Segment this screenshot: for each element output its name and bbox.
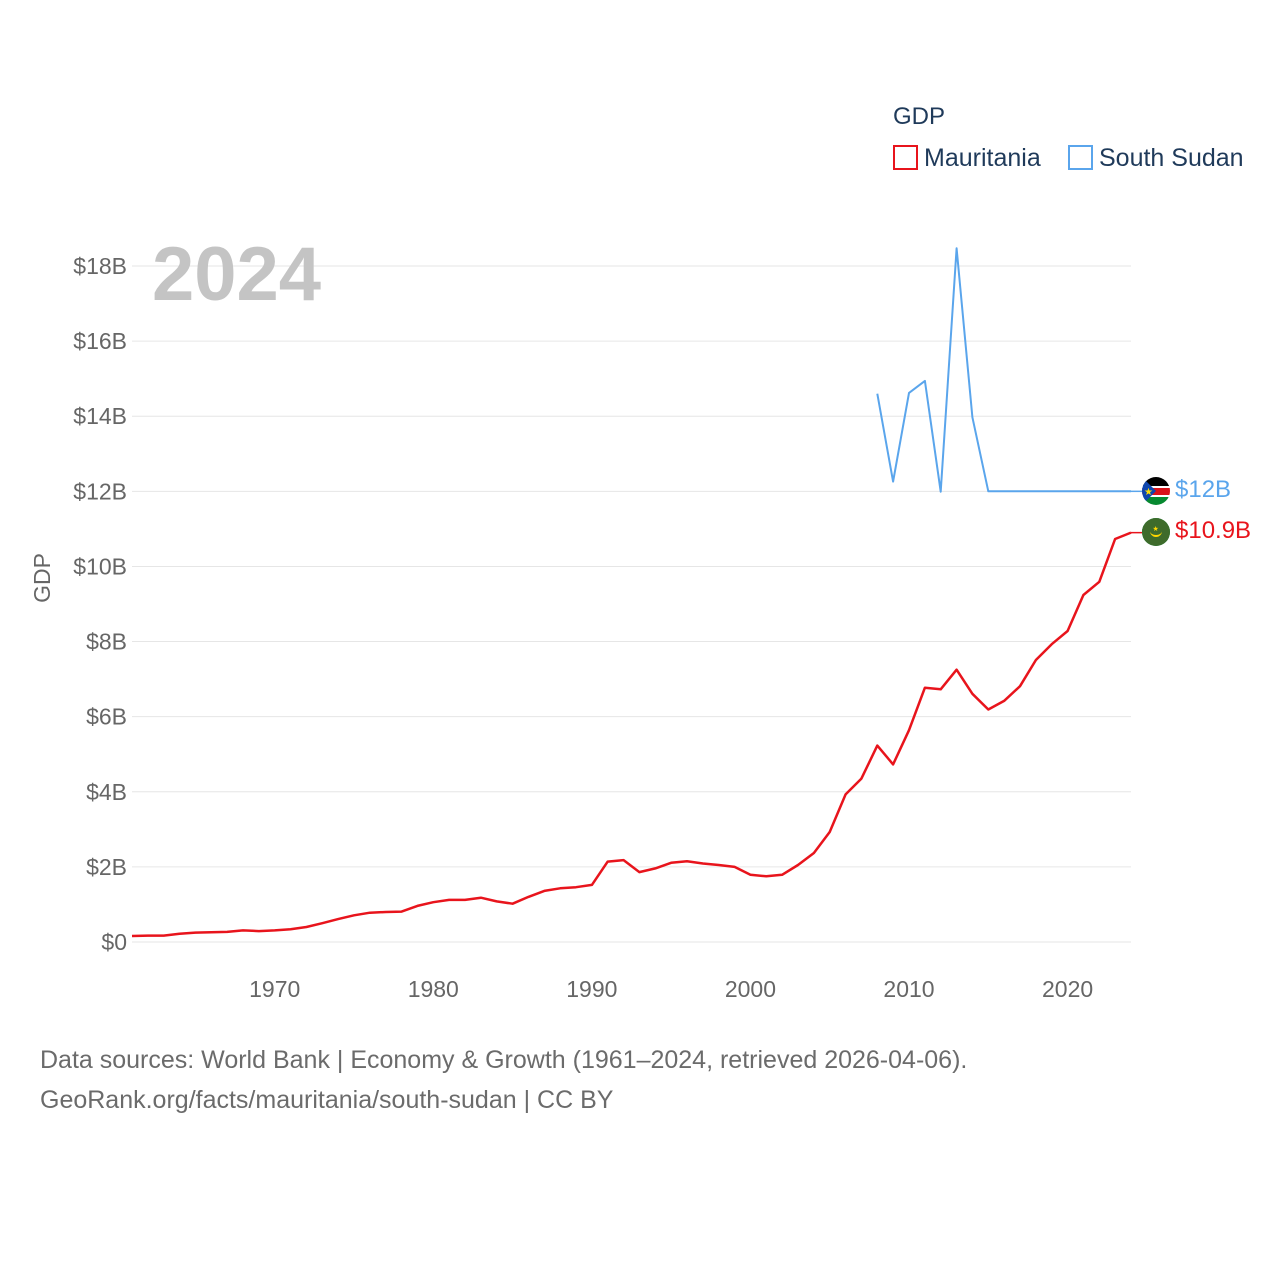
series-lines: [131, 247, 1142, 938]
legend-item-mauritania[interactable]: Mauritania: [893, 144, 1041, 172]
series-line-mauritania[interactable]: [131, 531, 1132, 938]
legend-label-south-sudan[interactable]: South Sudan: [1099, 144, 1244, 172]
y-tick-label: $10B: [73, 553, 127, 579]
svg-text:★: ★: [1153, 525, 1159, 533]
y-axis-title: GDP: [29, 553, 55, 603]
year-label: 2024: [152, 232, 321, 317]
source-notes: Data sources: World Bank | Economy & Gro…: [40, 1040, 1240, 1120]
legend: GDP Mauritania South Sudan: [893, 103, 1244, 172]
legend-label-mauritania[interactable]: Mauritania: [924, 144, 1041, 172]
y-tick-label: $14B: [73, 403, 127, 429]
south-sudan-flag-icon: ★: [1142, 477, 1170, 505]
mauritania-flag-icon: ★: [1142, 518, 1170, 546]
end-label-mauritania: $10.9B: [1175, 517, 1251, 544]
x-tick-label: 1990: [566, 976, 617, 1002]
x-axis-ticks: 1970 1980 1990 2000 2010 2020: [249, 976, 1093, 1002]
data-sources-text: Data sources: World Bank | Economy & Gro…: [40, 1046, 968, 1074]
legend-swatch-mauritania[interactable]: [893, 145, 918, 170]
x-tick-label: 2010: [883, 976, 934, 1002]
y-axis-ticks: $0 $2B $4B $6B $8B $10B $12B $14B $16B $18B: [73, 253, 127, 955]
y-tick-label: $6B: [86, 704, 127, 730]
x-tick-label: 2020: [1042, 976, 1093, 1002]
y-tick-label: $12B: [73, 478, 127, 504]
series-line-south-sudan[interactable]: [876, 247, 1131, 493]
gridlines: [132, 265, 1131, 943]
y-tick-label: $8B: [86, 629, 127, 655]
y-tick-label: $0: [101, 929, 127, 955]
legend-swatch-south-sudan[interactable]: [1068, 145, 1093, 170]
y-tick-label: $4B: [86, 779, 127, 805]
end-label-south-sudan: $12B: [1175, 476, 1231, 503]
attribution-link[interactable]: GeoRank.org/facts/mauritania/south-sudan…: [40, 1086, 614, 1114]
y-tick-label: $18B: [73, 253, 127, 279]
legend-title: GDP: [893, 103, 945, 130]
legend-item-south-sudan[interactable]: South Sudan: [1068, 144, 1244, 172]
y-tick-label: $16B: [73, 328, 127, 354]
x-tick-label: 1980: [408, 976, 459, 1002]
svg-text:★: ★: [1144, 487, 1153, 498]
y-tick-label: $2B: [86, 854, 127, 880]
x-tick-label: 2000: [725, 976, 776, 1002]
x-tick-label: 1970: [249, 976, 300, 1002]
